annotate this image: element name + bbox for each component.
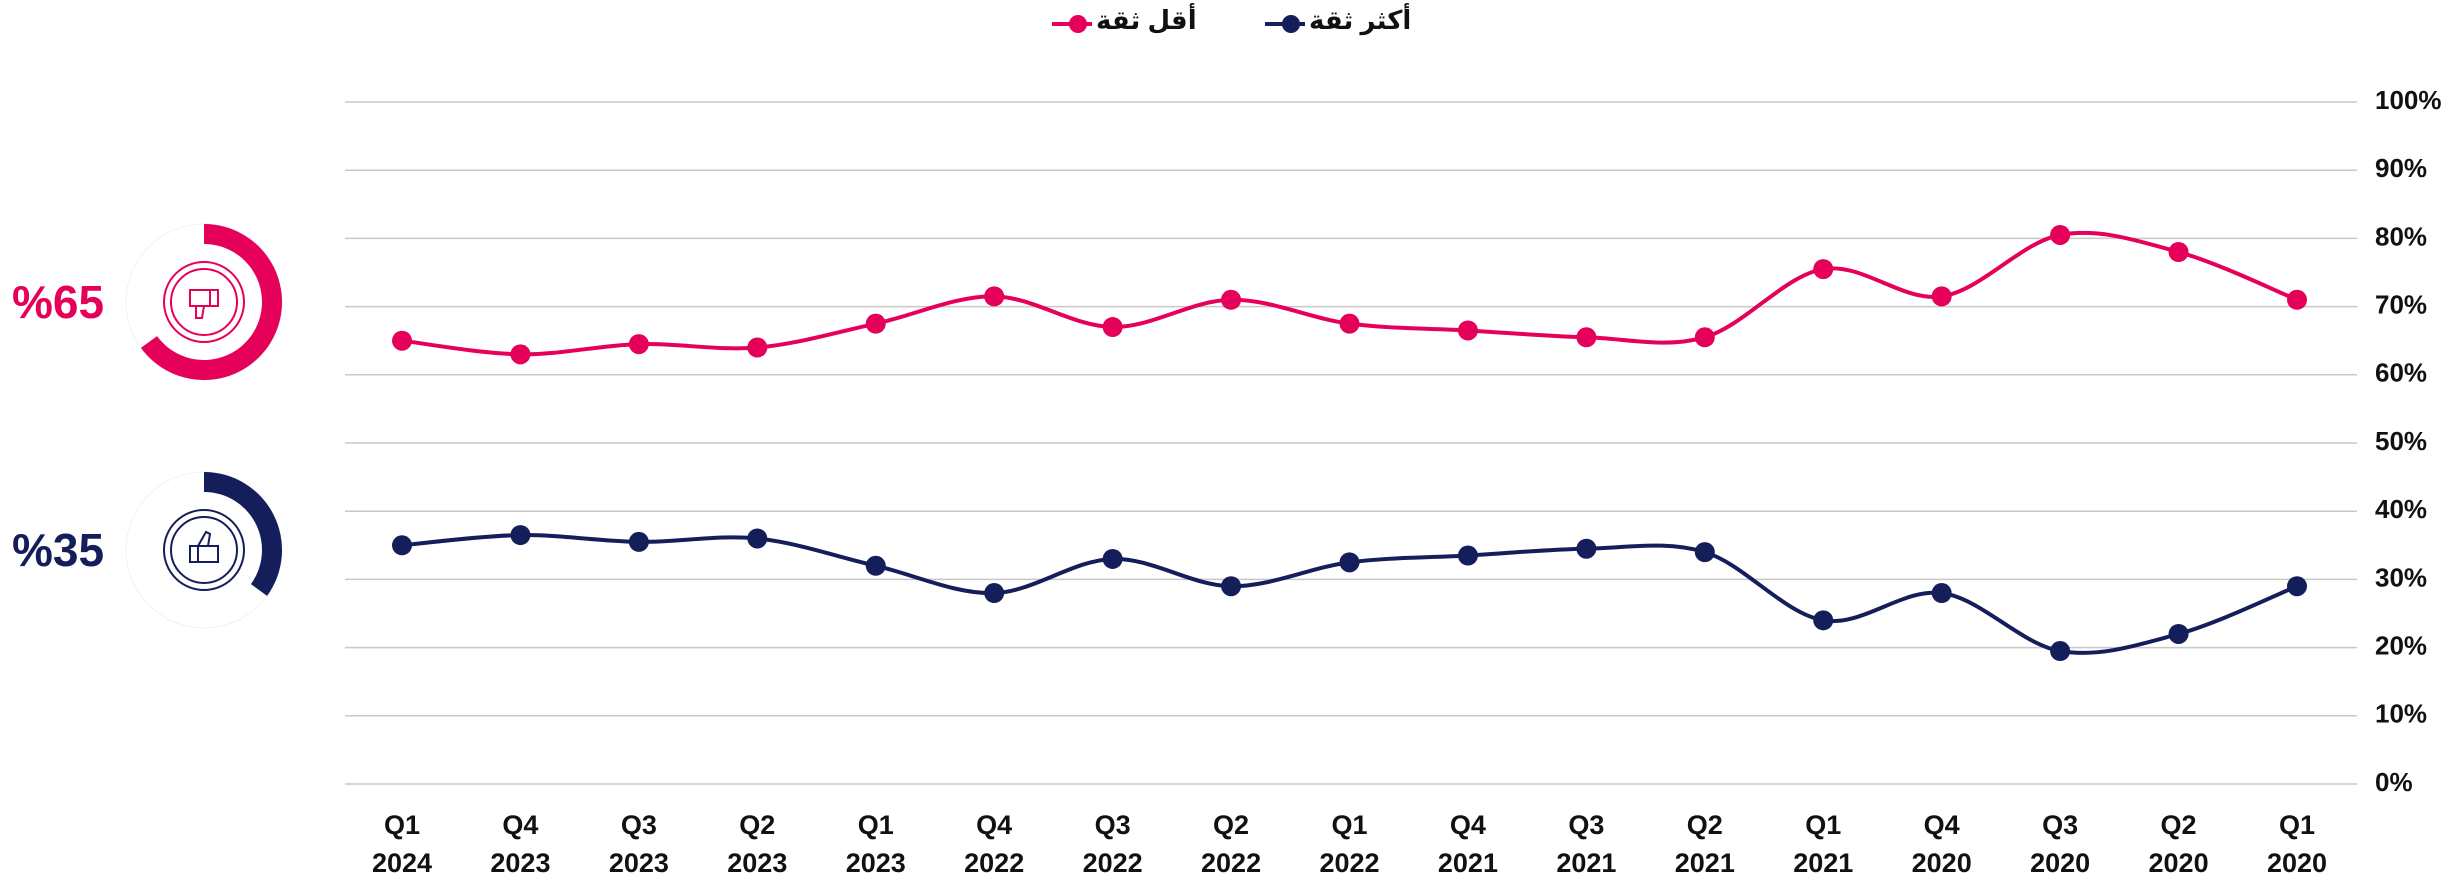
x-tick-label: Q1 2022 [1319, 810, 1380, 878]
data-point [2168, 623, 2189, 644]
data-point [1931, 583, 1952, 604]
data-point [2050, 641, 2071, 662]
x-tick-label: Q1 2023 [845, 810, 906, 878]
data-point [392, 535, 412, 556]
data-point [865, 313, 886, 334]
data-point [747, 528, 768, 549]
data-point [392, 330, 412, 351]
x-tick-label: Q1 2024 [371, 810, 433, 878]
data-point [1221, 576, 1242, 597]
x-tick-label: Q1 2021 [1793, 810, 1854, 878]
y-tick-label: 100% [2375, 85, 2442, 115]
data-point [1339, 552, 1360, 573]
x-tick-label: Q2 2020 [2148, 810, 2209, 878]
y-tick-label: 40% [2375, 494, 2427, 524]
data-point [747, 337, 768, 358]
x-tick-label: Q2 2023 [727, 810, 788, 878]
legend-label: أكثر ثقة [1309, 3, 1411, 36]
data-point [1813, 610, 1834, 631]
data-point [1457, 320, 1478, 341]
data-point [1102, 548, 1123, 569]
x-tick-label: Q3 2023 [608, 810, 669, 878]
x-tick-label: Q4 2020 [1911, 810, 1972, 878]
data-point [984, 583, 1005, 604]
legend-marker [1282, 15, 1300, 33]
x-tick-label: Q2 2021 [1674, 810, 1735, 878]
x-tick-label: Q2 2022 [1201, 810, 1262, 878]
donut-arc [204, 472, 282, 596]
y-tick-label: 60% [2375, 358, 2427, 388]
x-tick-label: Q3 2020 [2030, 810, 2091, 878]
data-point [2287, 576, 2307, 597]
data-point [984, 286, 1005, 307]
y-tick-label: 20% [2375, 630, 2427, 660]
data-point [1931, 286, 1952, 307]
data-point [2287, 289, 2307, 310]
y-tick-label: 80% [2375, 221, 2427, 251]
data-point [1694, 542, 1715, 563]
data-point [1576, 538, 1597, 559]
data-point [510, 344, 531, 365]
data-point [628, 334, 649, 355]
data-point [628, 531, 649, 552]
x-tick-label: Q4 2022 [964, 810, 1025, 878]
donut-arc [140, 224, 282, 380]
y-tick-label: 30% [2375, 562, 2427, 592]
data-point [1694, 327, 1715, 348]
y-tick-label: 10% [2375, 699, 2427, 729]
y-tick-label: 50% [2375, 426, 2427, 456]
x-tick-label: Q1 2020 [2266, 810, 2328, 878]
data-point [1221, 289, 1242, 310]
summary-label: %35 [12, 524, 104, 576]
data-point [1339, 313, 1360, 334]
data-point [2050, 224, 2071, 245]
series-line [401, 230, 2298, 357]
data-point [865, 555, 886, 576]
data-point [1102, 317, 1123, 338]
summary-label: %65 [12, 276, 104, 328]
y-tick-label: 90% [2375, 153, 2427, 183]
legend-label: أقل ثقة [1096, 3, 1197, 35]
data-point [2168, 242, 2189, 263]
x-tick-label: Q4 2021 [1437, 810, 1498, 878]
x-tick-label: Q3 2022 [1082, 810, 1143, 878]
x-tick-label: Q3 2021 [1556, 810, 1617, 878]
y-tick-label: 70% [2375, 289, 2427, 319]
data-point [510, 525, 531, 546]
data-point [1576, 327, 1597, 348]
y-tick-label: 0% [2375, 767, 2413, 797]
legend-marker [1069, 15, 1087, 33]
data-point [1813, 259, 1834, 280]
data-point [1457, 545, 1478, 566]
x-tick-label: Q4 2023 [490, 810, 551, 878]
